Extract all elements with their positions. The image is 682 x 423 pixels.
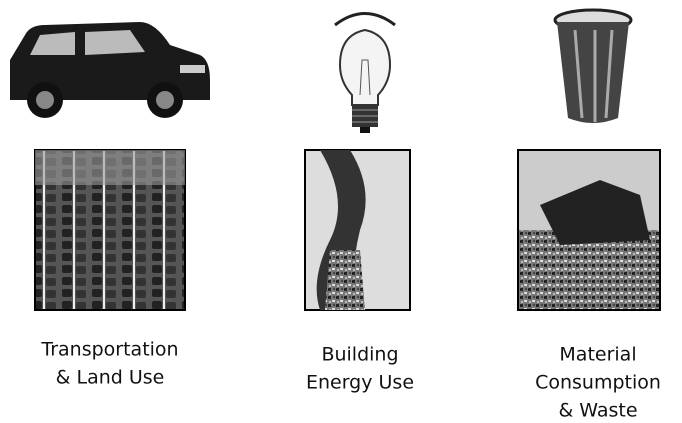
bulb-icon (335, 14, 395, 134)
diagram: Transportation & Land Use Building Energ… (0, 0, 682, 423)
caption-line: Consumption (535, 372, 661, 394)
traffic-photo (35, 150, 185, 310)
trash-can-icon (555, 10, 631, 123)
caption-line: Energy Use (306, 372, 414, 394)
smokestack-photo (305, 150, 410, 310)
caption-line: & Land Use (56, 367, 165, 389)
caption-line: Transportation (40, 339, 178, 361)
caption-line: Building (321, 344, 398, 366)
caption-line: Material (559, 344, 636, 366)
page: Transportation & Land Use Building Energ… (0, 0, 682, 423)
suv-icon (10, 22, 210, 118)
caption-line: & Waste (558, 400, 637, 422)
landfill-photo (518, 150, 660, 310)
